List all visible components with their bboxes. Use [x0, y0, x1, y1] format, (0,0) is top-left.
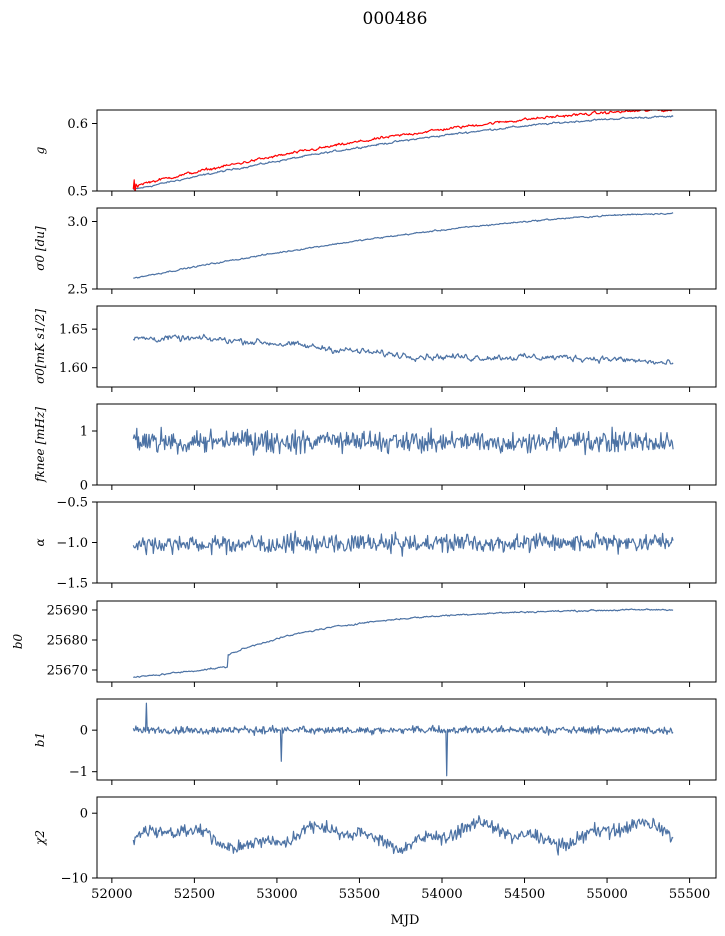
y-tick-label: 25670	[47, 664, 88, 679]
x-tick-label: 53000	[256, 887, 297, 902]
panel-4: 0 1 fknee [mHz]	[33, 403, 717, 494]
y-axis-label: α	[33, 538, 47, 546]
y-tick-label: −0.5	[56, 496, 88, 511]
y-tick-label: 1.60	[59, 361, 88, 376]
y-tick-label: 0	[80, 724, 88, 739]
y-tick-label: 0.5	[67, 185, 88, 200]
series-line-5-1	[132, 530, 674, 557]
y-axis-label: σ0[mK s1/2]	[33, 309, 47, 384]
panel-7: −1 0 b1	[33, 698, 717, 785]
y-tick-label: −1.0	[56, 536, 88, 551]
x-tick-label: 53500	[339, 887, 380, 902]
y-axis-label: χ2	[33, 830, 47, 846]
series-line-4-1	[132, 426, 674, 456]
y-tick-label: 1	[80, 425, 88, 440]
x-tick-label: 52500	[174, 887, 215, 902]
x-tick-label: 55500	[669, 887, 710, 902]
x-axis-label: MJD	[391, 913, 420, 928]
y-axis-label: g	[33, 146, 47, 154]
series-line-3-1	[132, 333, 674, 365]
panel-8: −10 0 52000 52500 53000 53500 54000 54500 55000 5…	[33, 796, 717, 902]
panel-6: 25670 25680 25690 b0	[11, 600, 717, 687]
panels: 0.5 0.6 g 2.5 3.0 σ0 [du] 1.60 1.65 σ0[mK s1/2] 0…	[11, 109, 717, 902]
series-line-1-1	[132, 115, 674, 191]
axes-frame	[96, 698, 717, 781]
x-tick-label: 54500	[504, 887, 545, 902]
y-tick-label: 0	[80, 807, 88, 822]
axes-frame	[96, 403, 717, 486]
axes-frame	[96, 305, 717, 388]
y-axis-label: fknee [mHz]	[33, 407, 47, 483]
series-line-7-1	[132, 702, 674, 777]
axes-frame	[96, 796, 717, 879]
y-axis-label: b0	[11, 633, 25, 649]
series-line-1-2	[132, 110, 674, 191]
axes-frame	[96, 600, 717, 683]
y-tick-label: 25690	[47, 604, 88, 619]
axes-frame	[96, 207, 717, 290]
y-axis-label: σ0 [du]	[33, 226, 47, 271]
panel-5: −1.5 −1.0 −0.5 α	[33, 496, 717, 592]
y-tick-label: 0	[80, 479, 88, 494]
x-tick-label: 54000	[421, 887, 462, 902]
panel-2: 2.5 3.0 σ0 [du]	[33, 207, 717, 298]
y-tick-label: 1.65	[59, 323, 88, 338]
panel-1: 0.5 0.6 g	[33, 109, 717, 200]
x-tick-label: 55000	[586, 887, 627, 902]
figure-title: 000486	[363, 9, 428, 29]
axes-frame	[96, 109, 717, 192]
y-tick-label: 25680	[47, 634, 88, 649]
series-line-2-1	[133, 212, 674, 279]
y-tick-label: 3.0	[67, 215, 88, 230]
y-tick-label: −1.5	[56, 577, 88, 592]
y-tick-label: 0.6	[67, 117, 88, 132]
y-tick-label: −10	[61, 872, 88, 887]
x-tick-label: 52000	[91, 887, 132, 902]
y-axis-label: b1	[33, 732, 47, 747]
y-tick-label: 2.5	[67, 283, 88, 298]
series-line-6-1	[133, 608, 674, 679]
y-tick-label: −1	[69, 765, 88, 780]
series-line-8-1	[132, 815, 674, 856]
panel-3: 1.60 1.65 σ0[mK s1/2]	[33, 305, 717, 392]
